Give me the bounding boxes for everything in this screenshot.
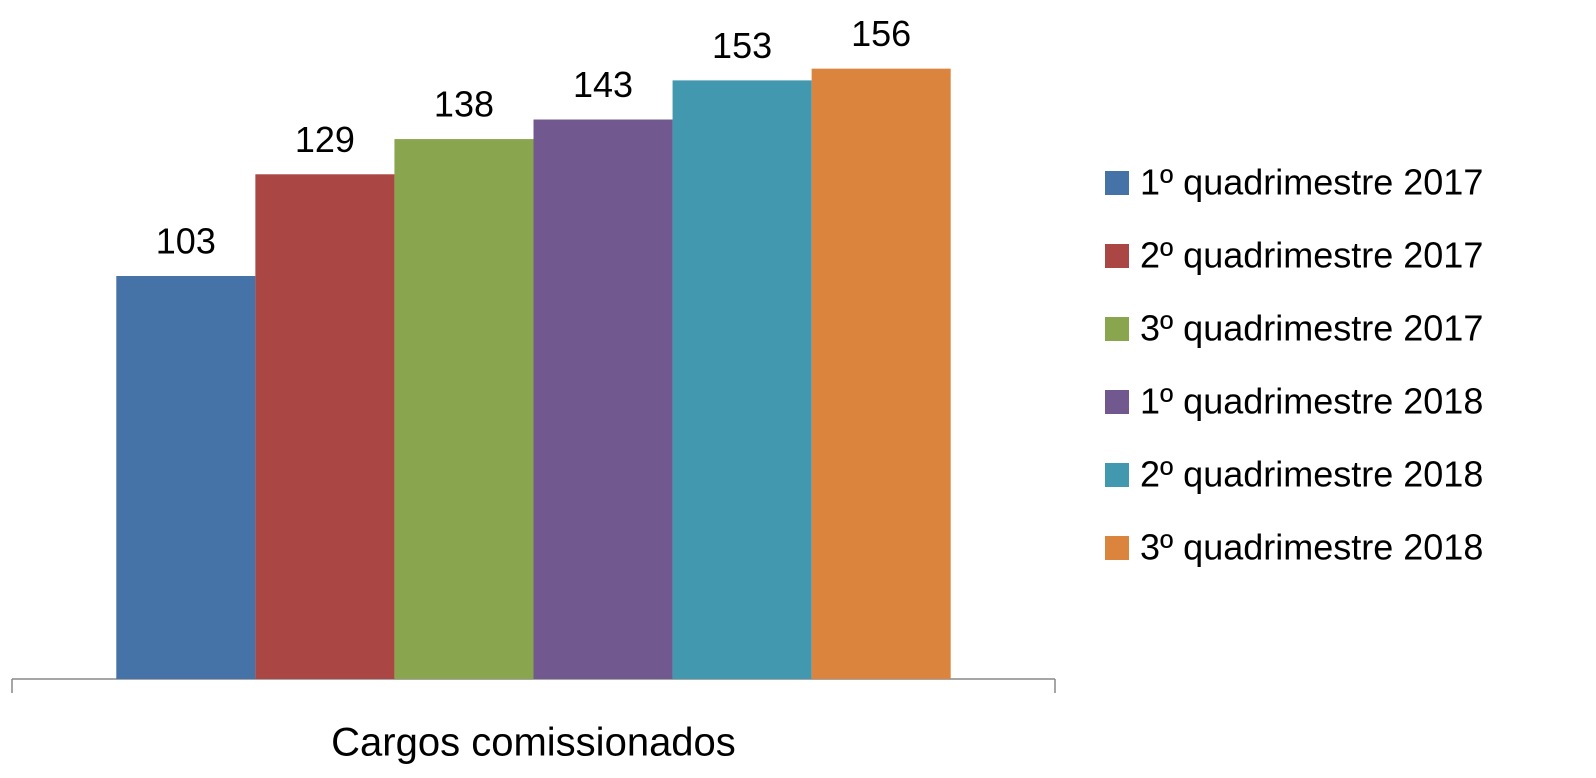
data-label: 156 bbox=[851, 13, 911, 54]
bar bbox=[811, 68, 951, 679]
x-tick-label: Cargos comissionados bbox=[331, 721, 736, 765]
legend-swatch bbox=[1105, 244, 1129, 268]
data-label: 143 bbox=[573, 64, 633, 105]
data-label: 103 bbox=[156, 221, 216, 262]
legend-swatch bbox=[1105, 171, 1129, 195]
legend-label: 1º quadrimestre 2018 bbox=[1140, 381, 1483, 422]
data-label: 153 bbox=[712, 25, 772, 66]
bar bbox=[116, 276, 256, 679]
legend-label: 2º quadrimestre 2017 bbox=[1140, 235, 1483, 276]
data-label: 129 bbox=[295, 119, 355, 160]
legend-swatch bbox=[1105, 317, 1129, 341]
bar bbox=[255, 174, 395, 679]
legend-swatch bbox=[1105, 390, 1129, 414]
legend-label: 3º quadrimestre 2018 bbox=[1140, 527, 1483, 568]
bar bbox=[672, 80, 812, 679]
bar bbox=[394, 139, 534, 679]
legend-label: 1º quadrimestre 2017 bbox=[1140, 162, 1483, 203]
legend-label: 2º quadrimestre 2018 bbox=[1140, 454, 1483, 495]
legend-swatch bbox=[1105, 536, 1129, 560]
bar bbox=[533, 119, 673, 679]
data-label: 138 bbox=[434, 84, 494, 125]
legend-swatch bbox=[1105, 463, 1129, 487]
legend-label: 3º quadrimestre 2017 bbox=[1140, 308, 1483, 349]
